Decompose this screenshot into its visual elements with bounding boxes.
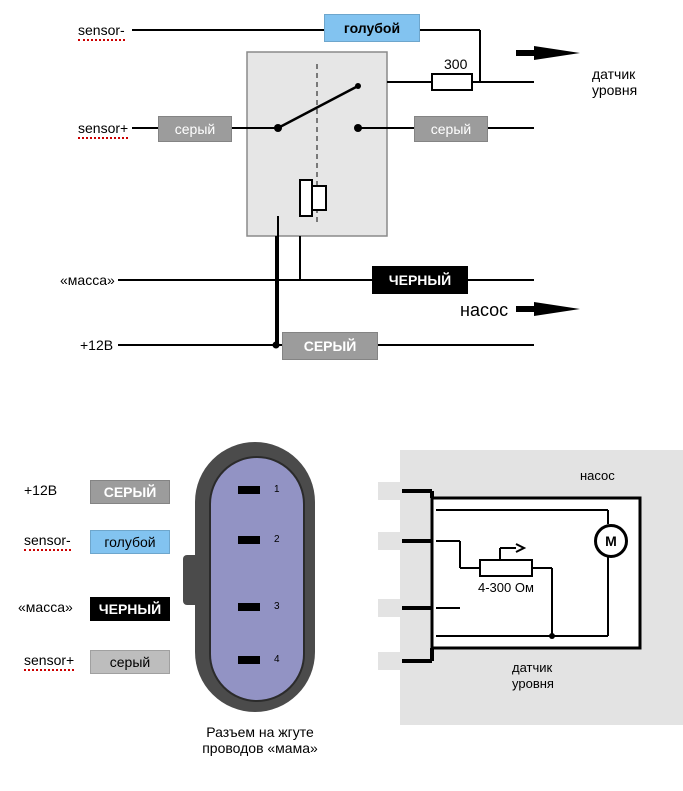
right-label-level-l2: уровня <box>512 676 554 691</box>
right-label-pump: насос <box>580 468 615 483</box>
right-label-level-l1: датчик <box>512 660 552 675</box>
motor-symbol: М <box>594 524 628 558</box>
right-label-resistor: 4-300 Ом <box>478 580 534 595</box>
right-module-svg <box>0 0 683 791</box>
